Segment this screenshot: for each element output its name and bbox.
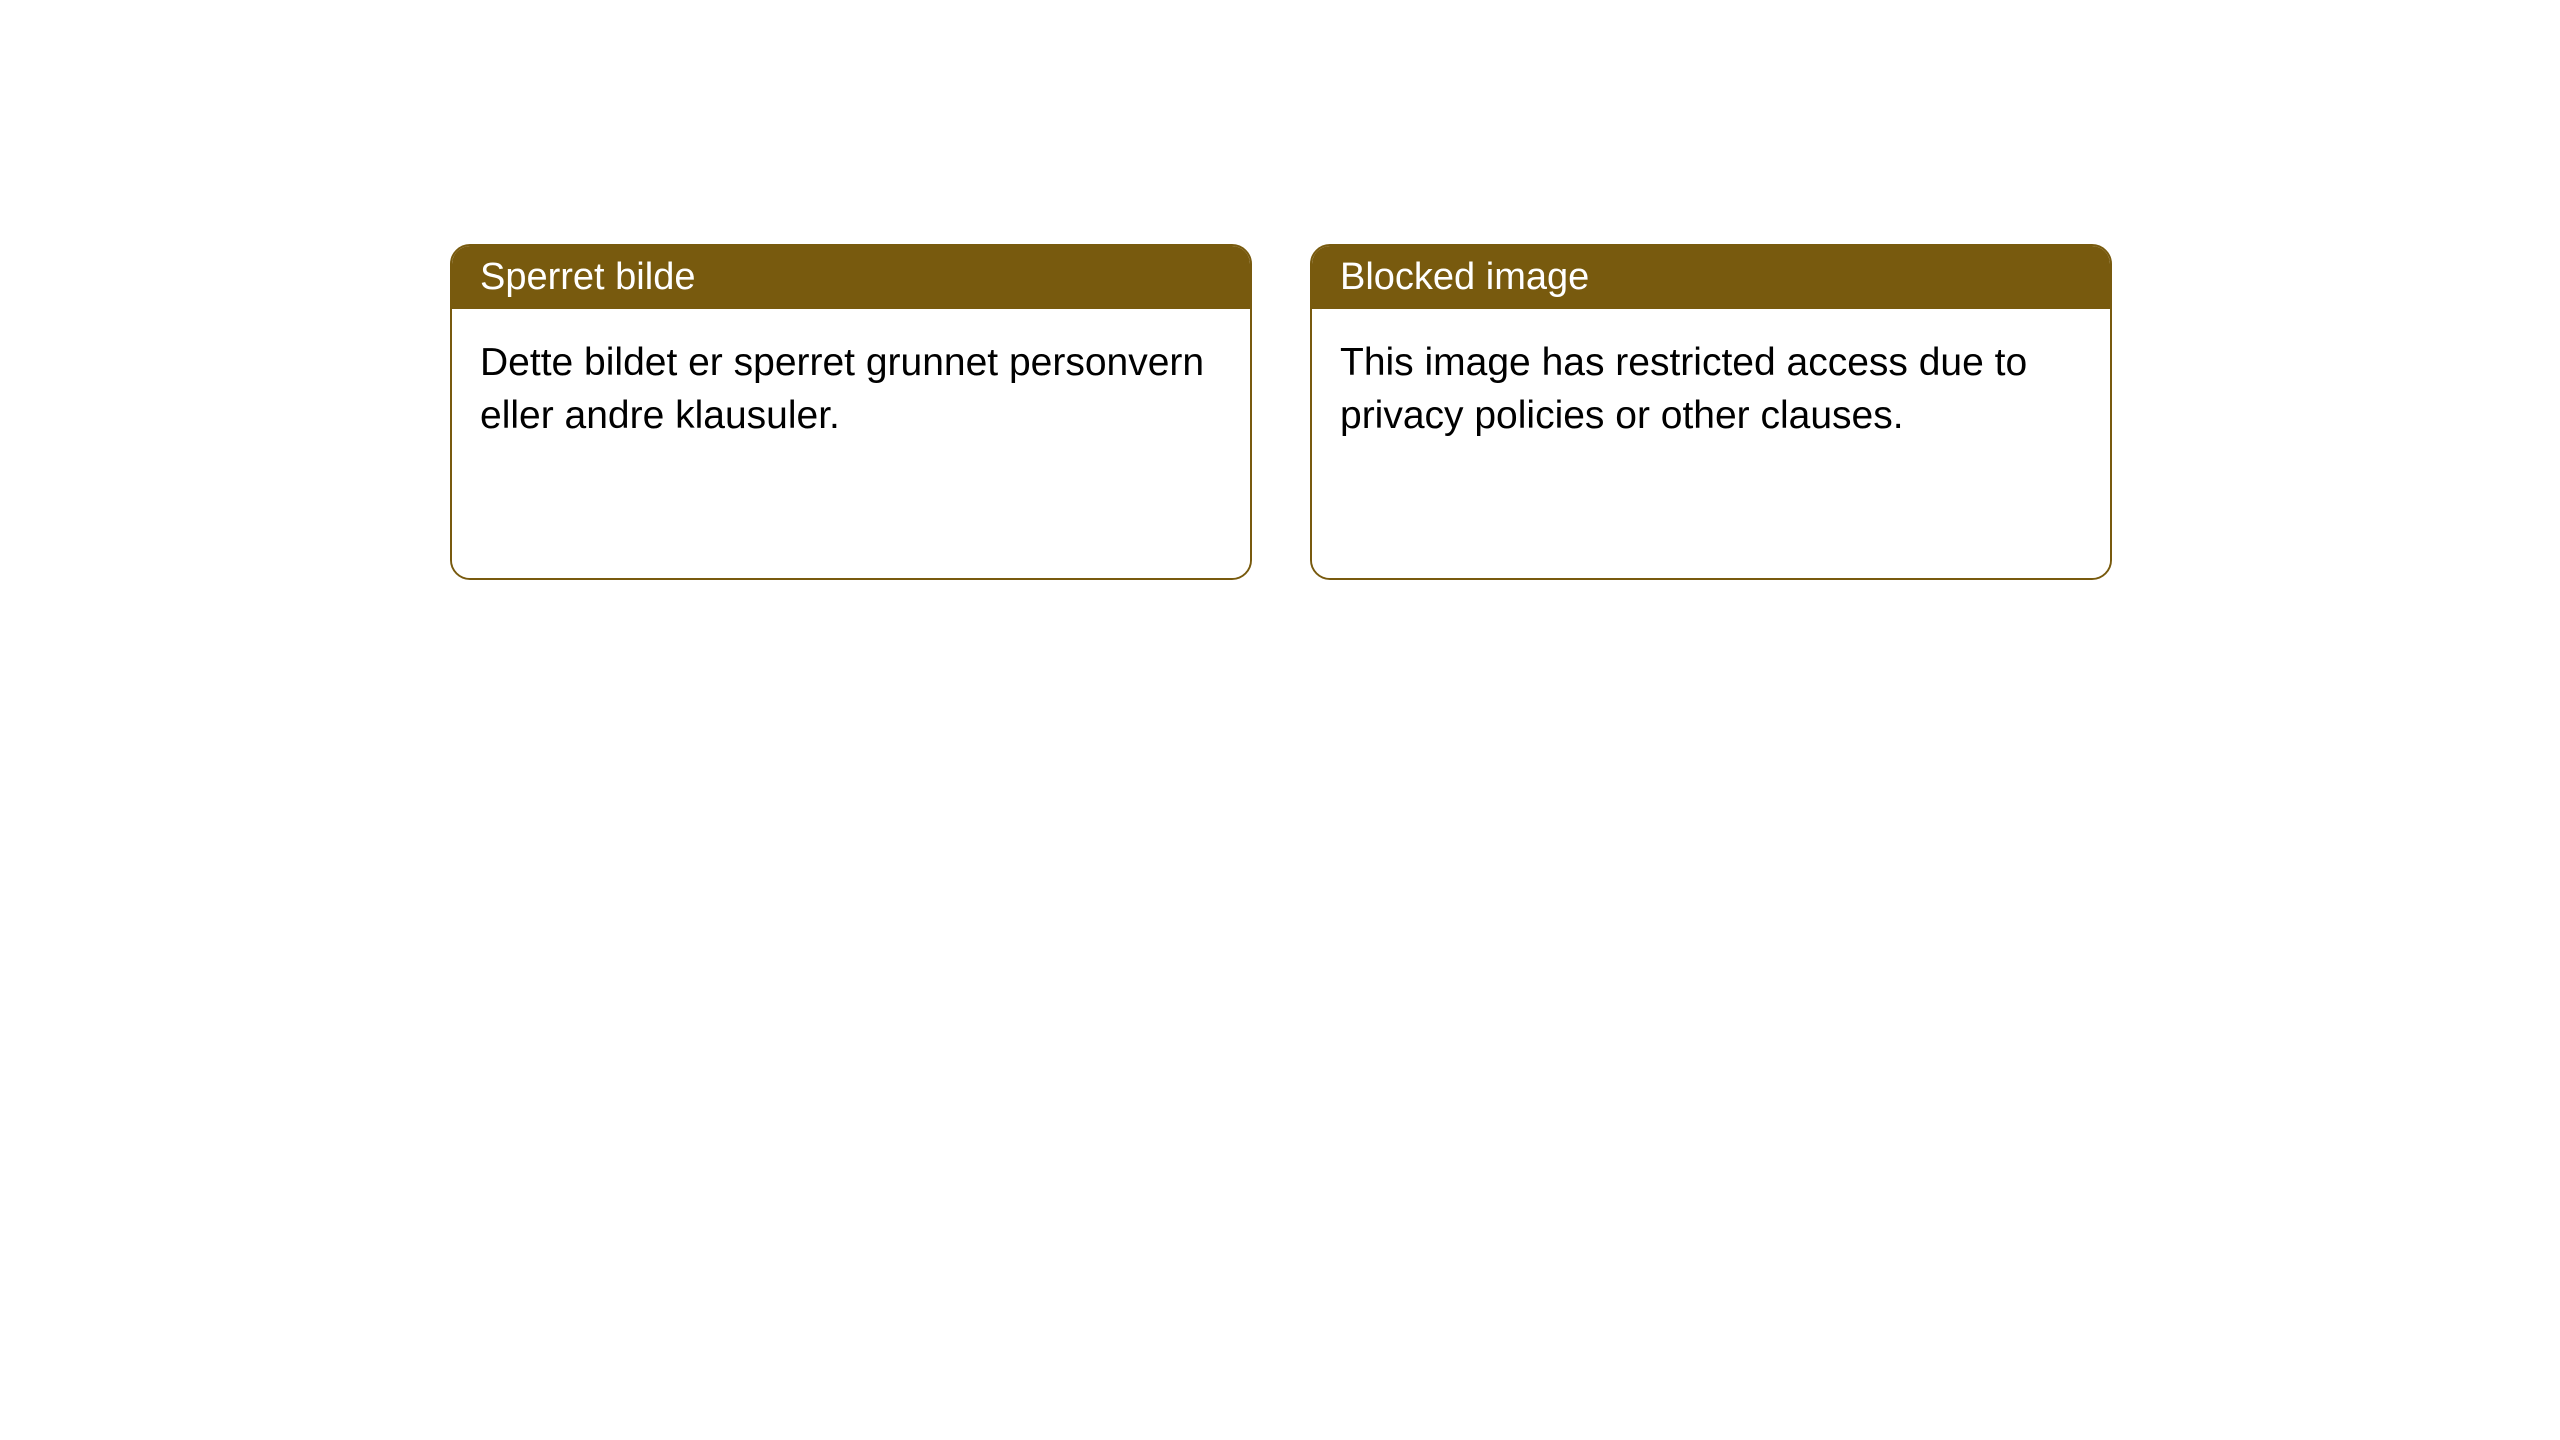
card-body: Dette bildet er sperret grunnet personve…	[452, 309, 1250, 578]
card-header: Sperret bilde	[452, 246, 1250, 309]
card-body: This image has restricted access due to …	[1312, 309, 2110, 578]
card-body-text: Dette bildet er sperret grunnet personve…	[480, 341, 1204, 437]
card-header: Blocked image	[1312, 246, 2110, 309]
card-body-text: This image has restricted access due to …	[1340, 341, 2027, 437]
card-title: Sperret bilde	[480, 256, 695, 298]
notice-card-english: Blocked image This image has restricted …	[1310, 244, 2112, 580]
card-title: Blocked image	[1340, 256, 1589, 298]
notice-cards-container: Sperret bilde Dette bildet er sperret gr…	[450, 244, 2112, 580]
notice-card-norwegian: Sperret bilde Dette bildet er sperret gr…	[450, 244, 1252, 580]
